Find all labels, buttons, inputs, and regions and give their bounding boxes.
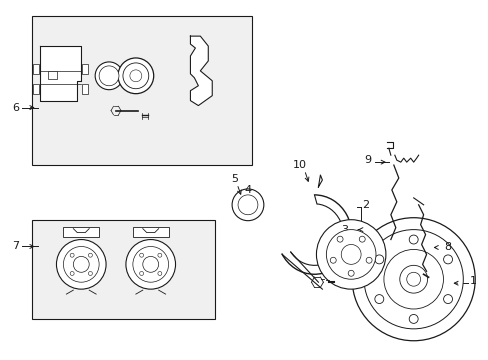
Circle shape — [383, 249, 443, 309]
Circle shape — [347, 270, 353, 276]
Text: 9: 9 — [363, 155, 370, 165]
Circle shape — [316, 220, 385, 289]
Circle shape — [325, 230, 375, 279]
Circle shape — [232, 189, 264, 221]
Bar — [47, 71, 57, 79]
Circle shape — [133, 247, 168, 282]
Bar — [32, 220, 215, 319]
Circle shape — [56, 239, 106, 289]
Text: 5: 5 — [231, 174, 238, 184]
Text: 7: 7 — [12, 242, 19, 252]
Circle shape — [88, 253, 92, 257]
Circle shape — [73, 256, 89, 272]
Circle shape — [359, 236, 365, 242]
Circle shape — [366, 257, 371, 263]
Bar — [82, 84, 88, 94]
Circle shape — [140, 271, 143, 275]
Circle shape — [88, 271, 92, 275]
Text: 8: 8 — [444, 243, 450, 252]
Circle shape — [118, 58, 153, 94]
Circle shape — [158, 253, 162, 257]
Circle shape — [70, 253, 74, 257]
Circle shape — [329, 257, 336, 263]
Circle shape — [122, 63, 148, 89]
Circle shape — [70, 271, 74, 275]
Circle shape — [406, 272, 420, 286]
Bar — [82, 64, 88, 74]
Circle shape — [443, 255, 451, 264]
Circle shape — [374, 255, 383, 264]
Circle shape — [99, 66, 119, 86]
Circle shape — [158, 271, 162, 275]
Polygon shape — [40, 46, 81, 100]
Circle shape — [408, 235, 417, 244]
Text: 10: 10 — [292, 160, 306, 170]
Bar — [63, 227, 99, 237]
Text: 1: 1 — [469, 276, 476, 286]
Bar — [33, 84, 39, 94]
Circle shape — [341, 244, 360, 264]
Circle shape — [126, 239, 175, 289]
Circle shape — [95, 62, 122, 90]
Circle shape — [364, 230, 462, 329]
Circle shape — [130, 70, 142, 82]
Circle shape — [374, 294, 383, 303]
Text: 6: 6 — [12, 103, 19, 113]
Circle shape — [443, 294, 451, 303]
Text: 4: 4 — [244, 185, 251, 195]
Text: 2: 2 — [361, 200, 368, 210]
Circle shape — [408, 314, 417, 323]
Bar — [32, 16, 251, 165]
Circle shape — [399, 265, 427, 293]
Circle shape — [238, 195, 257, 215]
Bar — [33, 64, 39, 74]
Text: 3: 3 — [341, 225, 347, 235]
Polygon shape — [190, 36, 212, 105]
Circle shape — [351, 218, 474, 341]
Bar — [133, 227, 168, 237]
Circle shape — [140, 253, 143, 257]
Circle shape — [142, 256, 158, 272]
Circle shape — [336, 236, 343, 242]
Circle shape — [63, 247, 99, 282]
